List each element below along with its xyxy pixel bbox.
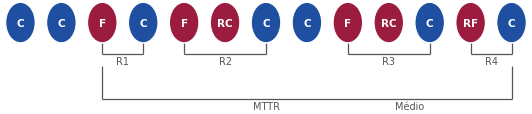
Text: RC: RC [217, 18, 233, 28]
Ellipse shape [497, 3, 526, 43]
Text: R2: R2 [219, 57, 231, 67]
Text: RF: RF [463, 18, 478, 28]
Text: MTTR: MTTR [253, 101, 279, 111]
Text: C: C [57, 18, 65, 28]
Text: R1: R1 [117, 57, 129, 67]
Ellipse shape [129, 3, 158, 43]
Text: F: F [99, 18, 106, 28]
Ellipse shape [333, 3, 363, 43]
Text: F: F [180, 18, 188, 28]
Ellipse shape [47, 3, 76, 43]
Text: R4: R4 [485, 57, 497, 67]
Text: C: C [303, 18, 311, 28]
Text: C: C [508, 18, 516, 28]
Ellipse shape [374, 3, 403, 43]
Ellipse shape [210, 3, 240, 43]
Ellipse shape [6, 3, 35, 43]
Text: F: F [344, 18, 352, 28]
Ellipse shape [169, 3, 199, 43]
Ellipse shape [456, 3, 485, 43]
Text: C: C [16, 18, 24, 28]
Ellipse shape [251, 3, 281, 43]
Text: Médio: Médio [395, 101, 424, 111]
Text: R3: R3 [383, 57, 395, 67]
Ellipse shape [415, 3, 444, 43]
Text: C: C [426, 18, 434, 28]
Ellipse shape [292, 3, 322, 43]
Text: C: C [139, 18, 147, 28]
Text: C: C [262, 18, 270, 28]
Ellipse shape [88, 3, 117, 43]
Text: RC: RC [381, 18, 396, 28]
